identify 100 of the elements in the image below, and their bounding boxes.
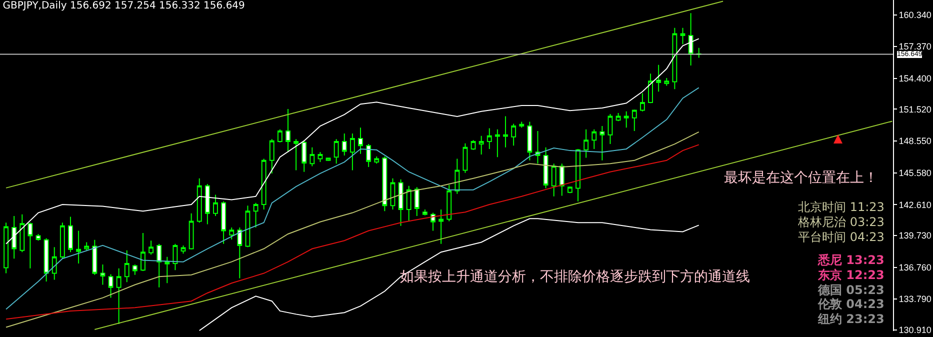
candlestick [140, 232, 146, 272]
candlestick [422, 208, 428, 216]
y-tick-label: 139.730 [898, 230, 932, 241]
candlestick [310, 146, 315, 167]
candlestick [584, 128, 589, 158]
candlestick [286, 108, 290, 153]
annotation: 德国 05:23 [817, 283, 884, 297]
candlestick [608, 113, 613, 145]
candlestick [326, 157, 331, 162]
candlestick [535, 130, 540, 164]
y-tick-label: 133.790 [898, 294, 932, 304]
candlestick [648, 73, 653, 104]
candlestick [4, 222, 9, 274]
candlestick [237, 226, 242, 279]
annotation: 最坏是在这个位置在上！ [724, 170, 878, 186]
candlestick [334, 138, 339, 164]
candlestick [576, 148, 580, 202]
annotation: 北京时间 11:23 [798, 200, 884, 214]
candlestick [462, 142, 468, 174]
candlestick [188, 212, 194, 250]
candlestick [511, 123, 516, 146]
y-tick-label: 145.580 [898, 168, 932, 178]
candlestick [229, 226, 234, 240]
candlestick [503, 116, 508, 148]
candlestick [302, 140, 307, 172]
candlestick [204, 183, 210, 225]
candlestick [60, 222, 65, 260]
candlestick [454, 158, 460, 194]
candlestick [116, 268, 122, 325]
y-tick-label: 148.550 [898, 136, 932, 146]
candlestick [551, 163, 556, 197]
candlestick [277, 128, 282, 143]
candlestick [494, 128, 500, 158]
candlestick [592, 128, 597, 150]
candlestick [543, 146, 548, 189]
candlestick [366, 144, 372, 168]
y-tick-label: 160.340 [898, 10, 932, 20]
candlestick [527, 121, 532, 161]
candlestick [478, 135, 484, 156]
candlestick [624, 110, 629, 128]
annotation: 东京 12:23 [817, 268, 884, 282]
candlestick [164, 256, 170, 284]
y-tick-label: 151.520 [898, 104, 932, 114]
y-tick-label: 154.400 [898, 74, 932, 84]
candlestick [519, 121, 524, 128]
annotation: 伦敦 04:23 [817, 297, 884, 311]
annotation: 悉尼 13:23 [817, 253, 884, 267]
candlestick [600, 126, 605, 161]
y-tick-label: 157.370 [898, 42, 932, 52]
candlestick [36, 233, 41, 242]
candlestick [180, 244, 186, 254]
candlestick [632, 109, 637, 132]
candlestick [318, 152, 323, 163]
chart-title: GBPJPY,Daily 156.692 157.254 156.332 156.649 [2, 0, 245, 12]
candlestick [664, 77, 670, 86]
annotation: 平台时间 04:23 [798, 230, 884, 244]
candlestick [20, 214, 25, 253]
candlestick [294, 138, 299, 171]
candlestick [640, 92, 645, 112]
candlestick [68, 216, 73, 253]
y-tick-label: 142.610 [898, 200, 932, 210]
candlestick [253, 202, 258, 228]
annotation: 如果按上升通道分析，不排除价格逐步跌到下方的通道线 [400, 269, 750, 285]
y-tick-label: 130.910 [898, 325, 932, 336]
candlestick [470, 140, 476, 150]
candlestick [438, 208, 444, 244]
candlestick [148, 240, 154, 256]
candlestick [213, 194, 218, 216]
candlestick [559, 163, 564, 196]
candlestick [656, 64, 662, 92]
candlestick [84, 242, 90, 251]
candlestick [44, 238, 49, 282]
candlestick [398, 178, 404, 226]
annotation: 纽约 23:23 [817, 312, 884, 326]
candlestick [172, 243, 178, 271]
candlestick [76, 230, 82, 264]
candlestick [221, 200, 226, 244]
candlestick [132, 264, 138, 276]
annotation: 格林尼治 03:23 [797, 215, 884, 229]
candlestick [350, 133, 355, 171]
y-tick-label: 136.760 [898, 262, 932, 272]
candlestick [269, 138, 274, 174]
candlestick [100, 264, 106, 286]
candlestick [342, 133, 347, 156]
candlestick [374, 156, 380, 164]
candlestick [92, 239, 98, 276]
candlestick [124, 250, 130, 283]
candlestick [261, 158, 266, 210]
candlestick [446, 184, 452, 222]
candlestick [406, 185, 412, 222]
candlestick [52, 246, 57, 280]
candlestick [486, 128, 492, 150]
candlestick [567, 186, 572, 194]
candlestick [196, 178, 202, 224]
candlestick [358, 127, 363, 154]
candlestick [108, 274, 114, 298]
candlestick [430, 212, 436, 232]
candlestick [156, 243, 162, 288]
candlestick [672, 27, 678, 90]
candlestick [382, 156, 388, 212]
